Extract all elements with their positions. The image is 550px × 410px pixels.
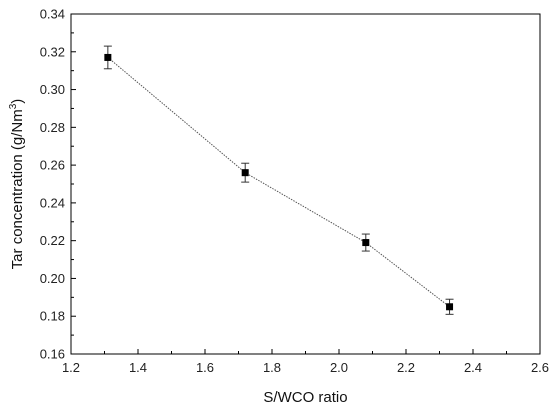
y-tick-label: 0.30	[40, 82, 65, 97]
y-tick-label: 0.18	[40, 309, 65, 324]
x-tick-label: 2.4	[464, 360, 482, 375]
y-tick-label: 0.32	[40, 44, 65, 59]
y-tick-label: 0.34	[40, 7, 65, 22]
y-tick-label: 0.16	[40, 347, 65, 362]
series-line	[107, 57, 450, 308]
y-tick-label: 0.24	[40, 195, 65, 210]
x-tick-label: 1.8	[263, 360, 281, 375]
y-axis-title-close: )	[9, 99, 26, 104]
plot-frame	[70, 13, 541, 355]
x-axis-title: S/WCO ratio	[263, 389, 347, 406]
x-tick-label: 1.4	[129, 360, 147, 375]
data-point	[446, 303, 454, 311]
x-axis: 1.2 1.4 1.6 1.8 2.0 2.2 2.4 2.6	[62, 349, 549, 375]
x-tick-label: 1.6	[196, 360, 214, 375]
x-tick-label: 2.6	[531, 360, 549, 375]
y-axis: 0.16 0.18 0.20 0.22 0.24 0.26 0.28 0.30 0.32 0.34	[40, 7, 76, 362]
data-point	[104, 53, 112, 61]
y-axis-title: Tar concentration (g/Nm3)	[8, 99, 26, 270]
x-tick-label: 2.0	[330, 360, 348, 375]
x-tick-label: 2.2	[397, 360, 415, 375]
y-tick-label: 0.22	[40, 233, 65, 248]
data-point	[241, 169, 249, 177]
x-tick-label: 1.2	[62, 360, 80, 375]
y-axis-title-superscript: 3	[8, 103, 19, 109]
data-point	[362, 239, 370, 247]
y-axis-title-main: Tar concentration (g/Nm	[9, 109, 26, 269]
data-series	[103, 45, 454, 315]
y-tick-label: 0.26	[40, 158, 65, 173]
y-tick-label: 0.20	[40, 271, 65, 286]
y-tick-label: 0.28	[40, 120, 65, 135]
